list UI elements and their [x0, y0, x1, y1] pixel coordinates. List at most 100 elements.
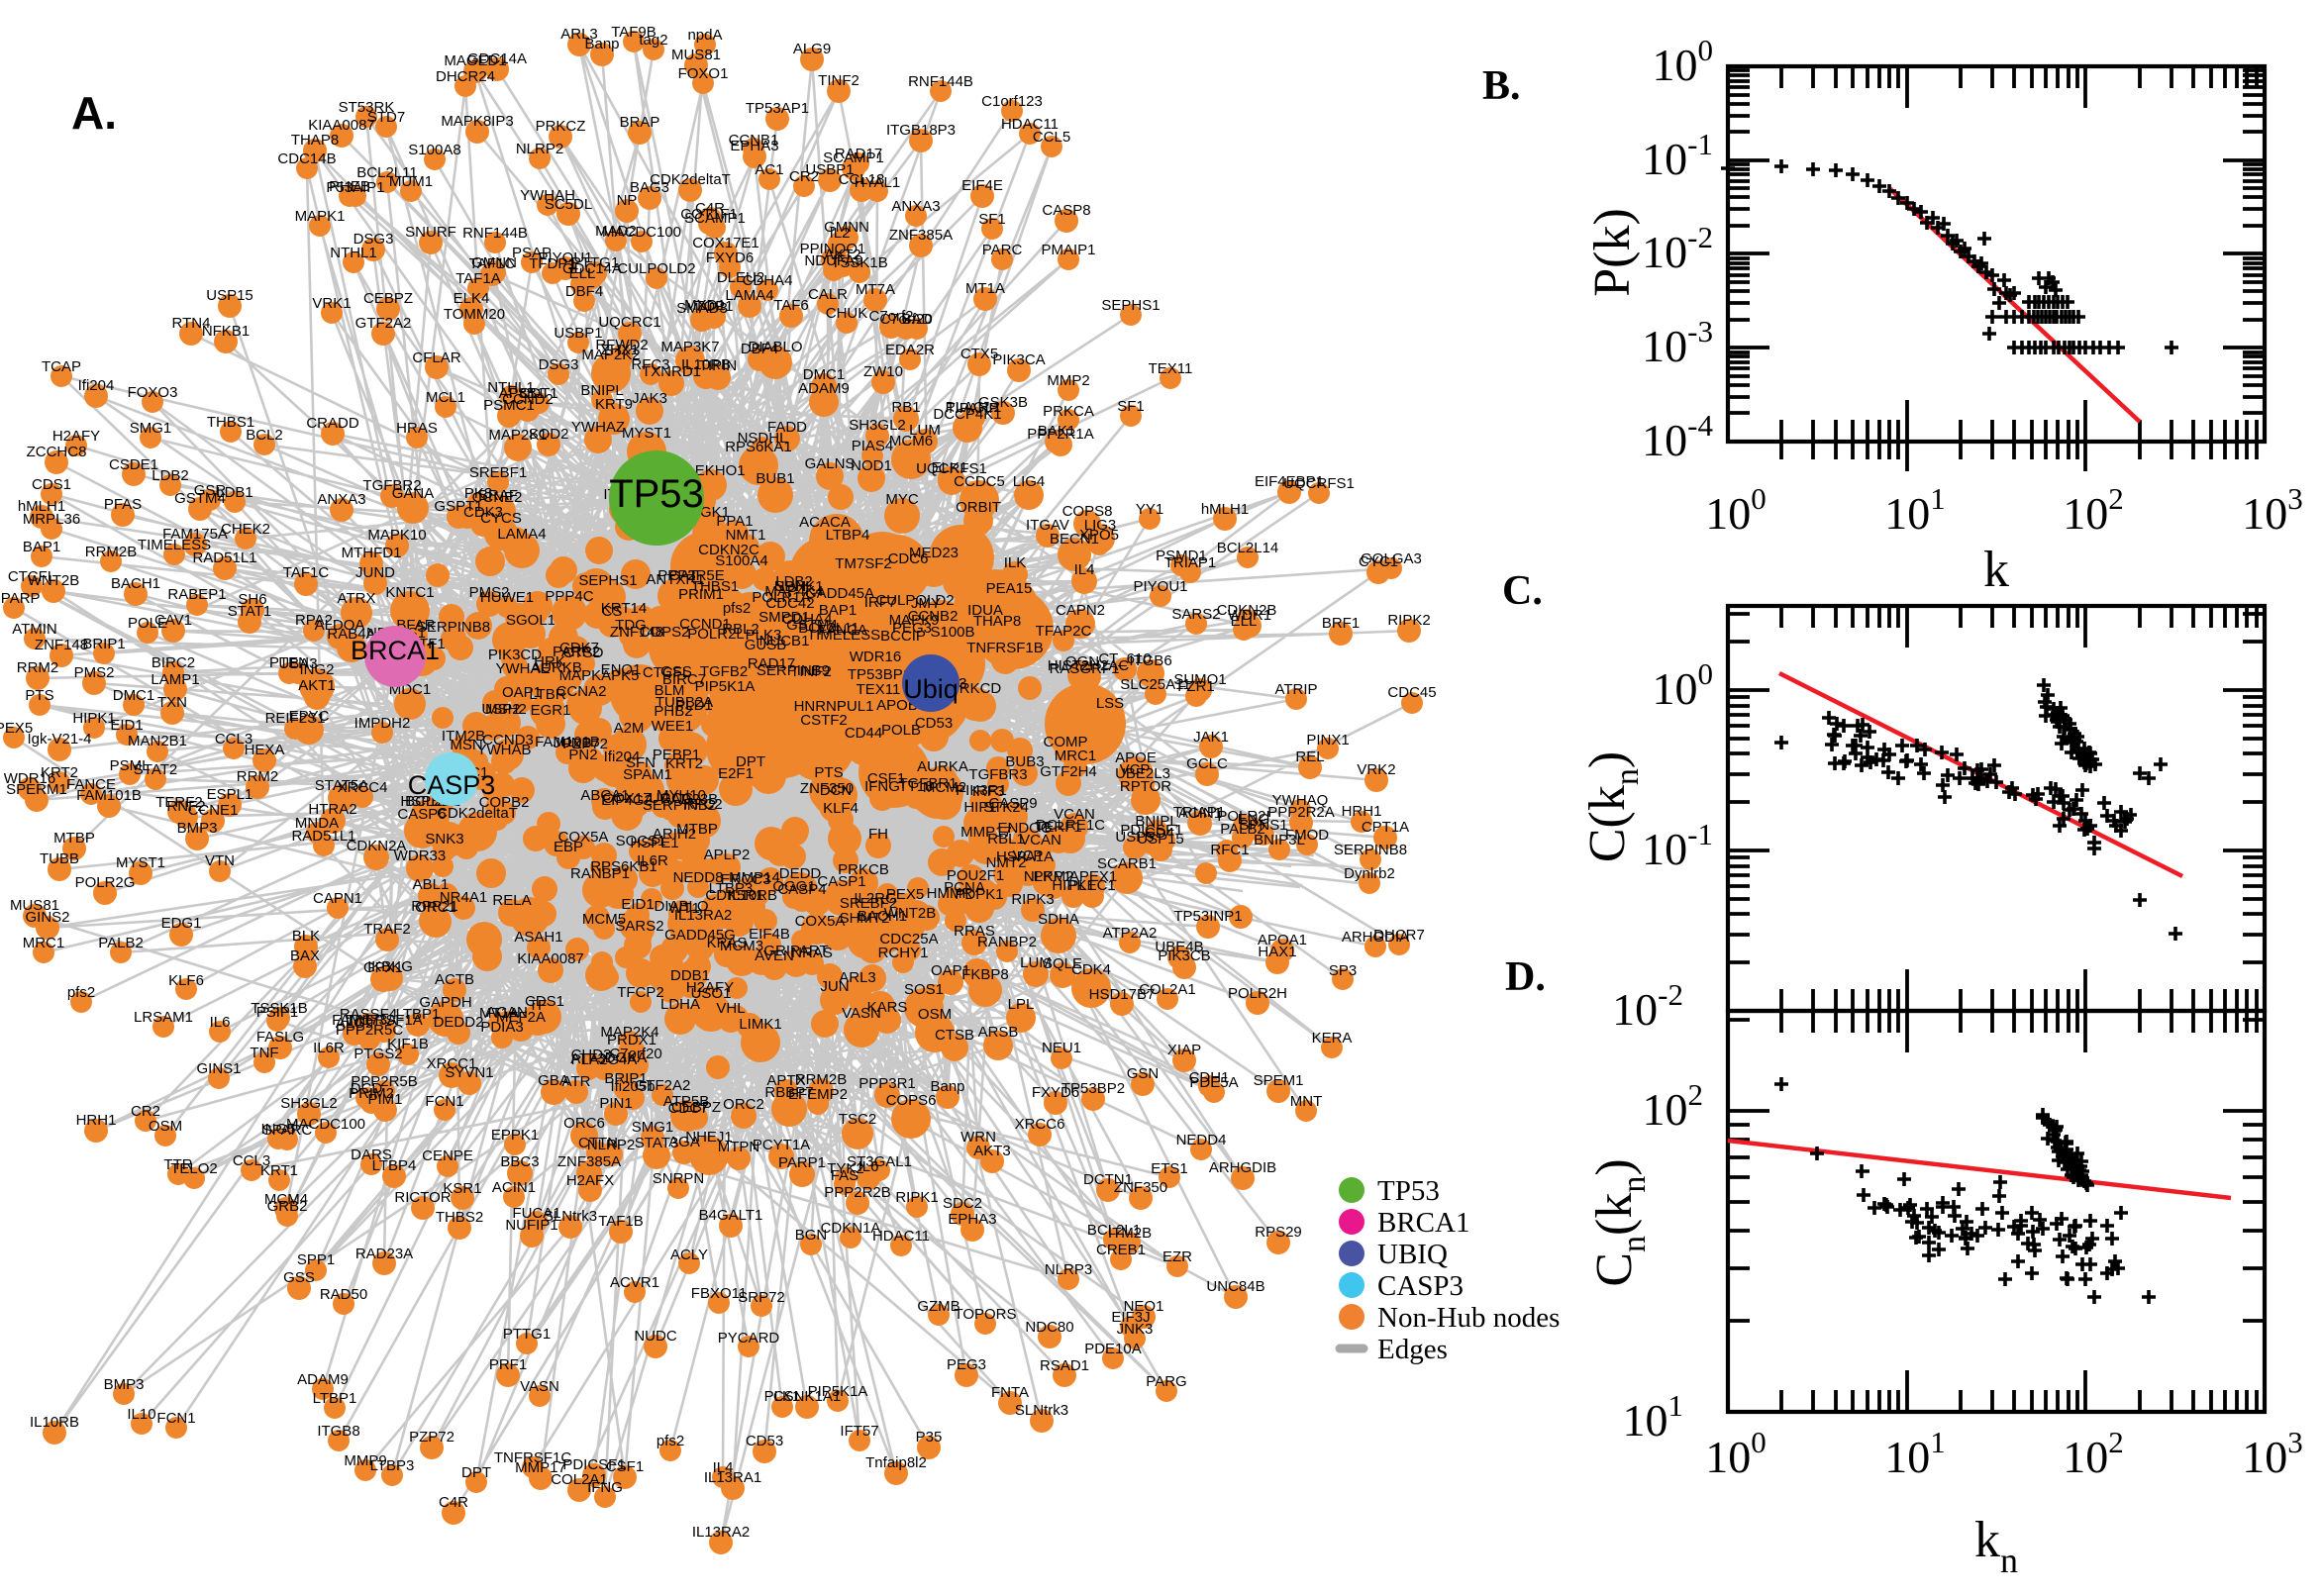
- svg-text:PRDX1: PRDX1: [607, 1032, 656, 1048]
- svg-text:S100A4: S100A4: [715, 552, 767, 569]
- svg-text:SPAM1: SPAM1: [623, 766, 672, 783]
- svg-text:FXYD6: FXYD6: [1032, 1084, 1079, 1101]
- svg-text:EPPK1: EPPK1: [491, 1127, 539, 1144]
- svg-text:PRKCB: PRKCB: [838, 861, 889, 878]
- svg-text:GSTM4: GSTM4: [786, 617, 838, 634]
- svg-text:CASP9: CASP9: [988, 795, 1037, 812]
- svg-text:ZNF148: ZNF148: [610, 624, 663, 641]
- svg-text:ELK1: ELK1: [932, 459, 968, 476]
- svg-text:GMNN: GMNN: [824, 219, 869, 236]
- svg-text:SERPINB8: SERPINB8: [417, 619, 490, 636]
- svg-text:DHCR24: DHCR24: [436, 68, 495, 85]
- svg-text:SC5DL: SC5DL: [545, 196, 592, 213]
- svg-text:GRB2: GRB2: [267, 1198, 308, 1215]
- svg-text:VRK2: VRK2: [1357, 761, 1395, 778]
- svg-text:CDKN2B: CDKN2B: [1217, 602, 1277, 619]
- svg-text:CTTN: CTTN: [578, 1135, 618, 1151]
- svg-text:CHUK: CHUK: [826, 305, 868, 322]
- svg-text:TSSK1B: TSSK1B: [251, 1000, 308, 1017]
- svg-text:CCDC5: CCDC5: [954, 473, 1005, 490]
- svg-text:MMP2: MMP2: [1047, 372, 1089, 389]
- svg-text:DCLRE1C: DCLRE1C: [1036, 817, 1105, 834]
- svg-text:KIAA0087: KIAA0087: [308, 117, 375, 134]
- svg-text:ELL: ELL: [569, 265, 596, 282]
- svg-text:MACDC100: MACDC100: [286, 1116, 365, 1133]
- svg-text:CCND2: CCND2: [502, 391, 554, 408]
- svg-text:ENG: ENG: [1238, 811, 1270, 828]
- svg-text:FAM101B: FAM101B: [76, 787, 142, 804]
- svg-text:BAG3: BAG3: [630, 179, 669, 196]
- svg-text:MAN2B1: MAN2B1: [128, 733, 187, 749]
- svg-text:RASGRF1: RASGRF1: [1050, 660, 1120, 677]
- svg-text:PYCARD: PYCARD: [718, 1330, 780, 1347]
- svg-text:HRH1: HRH1: [1342, 803, 1382, 820]
- svg-text:LDHA: LDHA: [660, 996, 700, 1013]
- svg-text:MT1A: MT1A: [479, 1005, 519, 1022]
- svg-text:AP3B1: AP3B1: [499, 385, 546, 402]
- svg-text:CULPOLD2: CULPOLD2: [875, 592, 954, 609]
- svg-text:ANXA3: ANXA3: [891, 198, 940, 215]
- svg-text:BRAF: BRAF: [478, 487, 518, 504]
- svg-text:IL13RA2: IL13RA2: [692, 1524, 750, 1541]
- svg-text:NUCB1: NUCB1: [759, 633, 810, 649]
- svg-text:OGG1: OGG1: [772, 878, 815, 895]
- svg-text:SOCS1: SOCS1: [616, 833, 666, 849]
- svg-text:PSMD1: PSMD1: [1156, 548, 1207, 564]
- svg-text:POLR2I: POLR2I: [1217, 808, 1269, 825]
- svg-text:MCL1: MCL1: [426, 389, 465, 406]
- svg-text:EDG1: EDG1: [161, 915, 202, 932]
- svg-text:CS: CS: [602, 603, 623, 620]
- svg-text:EGR1: EGR1: [531, 702, 571, 719]
- svg-text:ESPL1: ESPL1: [207, 786, 253, 803]
- svg-text:CDHA4: CDHA4: [743, 272, 793, 289]
- svg-text:MTBP: MTBP: [53, 830, 95, 847]
- svg-text:CCL3: CCL3: [233, 1152, 270, 1169]
- svg-text:TINF2: TINF2: [818, 72, 859, 89]
- svg-text:IL2RG: IL2RG: [854, 890, 896, 907]
- svg-text:PPA1: PPA1: [716, 513, 753, 530]
- svg-text:MNT: MNT: [1290, 1093, 1323, 1110]
- svg-text:IL10: IL10: [127, 1406, 155, 1423]
- svg-text:WDR1: WDR1: [1228, 607, 1271, 624]
- svg-text:MUS81: MUS81: [10, 897, 59, 914]
- svg-text:IL10RB: IL10RB: [728, 887, 777, 904]
- svg-text:MAP2K1: MAP2K1: [488, 427, 547, 444]
- svg-text:CPT1A: CPT1A: [1362, 819, 1409, 836]
- svg-text:MMP14: MMP14: [729, 869, 780, 886]
- svg-text:ACIN1: ACIN1: [1178, 805, 1222, 822]
- svg-text:BUB3: BUB3: [1005, 753, 1044, 770]
- svg-text:EPYC: EPYC: [289, 708, 330, 725]
- svg-text:PIP5K1A: PIP5K1A: [695, 678, 756, 695]
- svg-text:XRCC1: XRCC1: [427, 1055, 477, 1072]
- svg-text:UQCRFS1: UQCRFS1: [1283, 475, 1355, 492]
- svg-text:PDIA3: PDIA3: [480, 1019, 523, 1036]
- svg-text:TNFRSF1C: TNFRSF1C: [494, 1449, 572, 1466]
- svg-text:RIPK1: RIPK1: [895, 1189, 938, 1206]
- svg-text:CHEK2: CHEK2: [221, 521, 270, 538]
- svg-text:TUBB: TUBB: [40, 850, 79, 867]
- svg-text:PRIM1: PRIM1: [678, 586, 724, 603]
- svg-text:CDS1: CDS1: [525, 993, 564, 1010]
- svg-text:KIF1B: KIF1B: [387, 1036, 429, 1052]
- svg-text:EFEMP2: EFEMP2: [788, 1086, 848, 1103]
- svg-text:SQLE: SQLE: [1043, 955, 1082, 972]
- svg-text:BRCA1: BRCA1: [1377, 1207, 1469, 1239]
- svg-text:KLF6: KLF6: [168, 972, 204, 989]
- svg-text:SF1: SF1: [1117, 398, 1145, 415]
- svg-text:FH: FH: [868, 826, 888, 843]
- svg-text:GSTM4: GSTM4: [174, 490, 226, 507]
- svg-text:MAGED1: MAGED1: [444, 52, 506, 69]
- svg-text:CSNK1A1: CSNK1A1: [773, 1388, 841, 1405]
- svg-text:TOP1: TOP1: [695, 298, 734, 315]
- svg-text:TXNRD1: TXNRD1: [642, 363, 701, 380]
- svg-text:DCN: DCN: [820, 782, 853, 799]
- svg-text:CCND3: CCND3: [482, 732, 534, 748]
- svg-text:PMAIP1: PMAIP1: [1041, 242, 1095, 258]
- svg-text:CDK2deltaT: CDK2deltaT: [437, 805, 518, 822]
- svg-text:CTSB: CTSB: [935, 1027, 974, 1044]
- svg-text:JUN: JUN: [820, 978, 849, 995]
- svg-text:TRAF2: TRAF2: [363, 921, 411, 938]
- svg-text:SLC25A11: SLC25A11: [1120, 676, 1190, 693]
- svg-text:CULPOLD2: CULPOLD2: [617, 260, 695, 277]
- svg-text:VRK1: VRK1: [312, 295, 351, 312]
